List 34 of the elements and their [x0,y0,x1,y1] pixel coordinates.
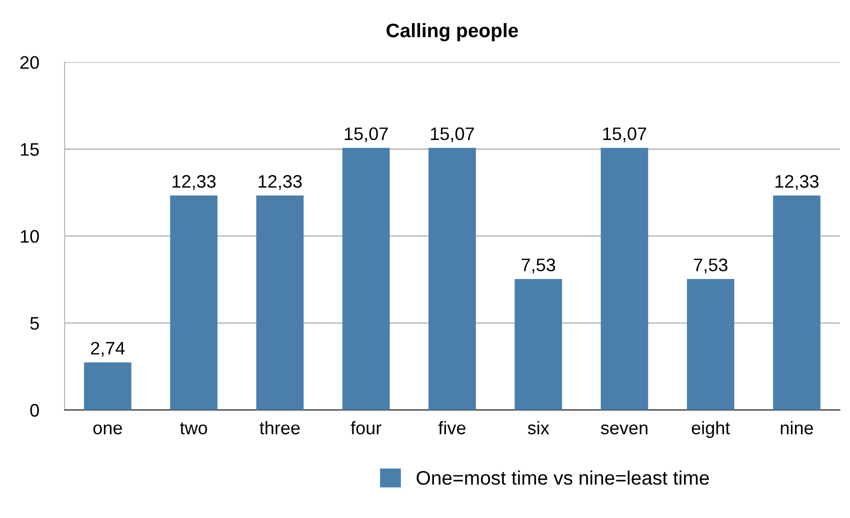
bar [342,148,390,410]
x-tick-label: five [438,421,466,434]
bar [773,196,820,410]
data-label: 12,33 [172,175,216,190]
bar [428,148,476,410]
y-tick-label: 15 [20,143,39,156]
data-label: 2,74 [91,342,125,357]
data-label: 15,07 [430,127,474,142]
data-label: 15,07 [603,127,646,142]
x-tick-label: four [350,421,382,434]
data-label: 15,07 [344,127,388,142]
x-tick-label: six [528,421,550,434]
y-tick-label: 10 [20,230,39,243]
data-label: 7,53 [694,258,728,274]
x-tick-label: one [93,424,122,434]
bar [686,279,734,410]
data-label: 12,33 [258,175,302,190]
data-label: 7,53 [522,258,556,274]
bar [170,196,218,410]
bar [514,279,562,410]
bar [84,362,132,410]
x-tick-label: two [180,422,208,434]
chart-title: Calling people [386,23,518,42]
y-tick-label: 5 [30,317,39,330]
y-tick-label: 20 [20,56,39,69]
data-label: 12,33 [776,175,819,190]
y-tick-label: 0 [30,404,39,417]
bar [600,148,648,410]
x-tick-label: eight [692,421,730,438]
x-tick-label: three [260,421,300,434]
bar [256,196,304,410]
legend-label: One=most time vs nine=least time [416,470,709,485]
x-tick-label: seven [600,424,648,434]
x-tick-label: nine [780,421,813,434]
